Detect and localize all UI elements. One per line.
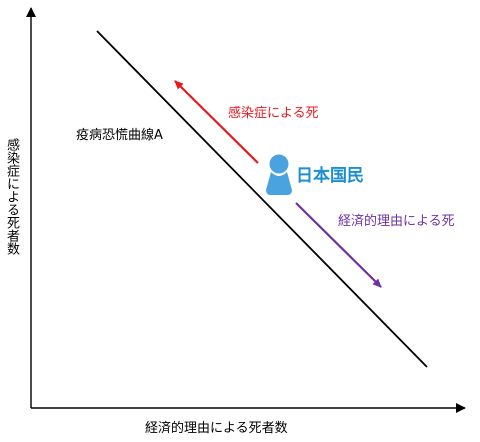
infection-death-arrow	[174, 80, 259, 164]
x-axis-label: 経済的理由による死者数	[145, 421, 288, 436]
japanese-people-label: 日本国民	[296, 166, 364, 186]
y-axis-label: 感染症による死者数	[4, 138, 19, 255]
curve-a-label: 疫病恐慌曲線A	[76, 128, 163, 143]
person-icon	[266, 154, 292, 195]
infection-death-label: 感染症による死	[228, 106, 319, 121]
economic-death-arrow	[295, 202, 382, 288]
economic-death-label: 経済的理由による死	[338, 214, 455, 229]
curve-a-line	[96, 30, 428, 368]
